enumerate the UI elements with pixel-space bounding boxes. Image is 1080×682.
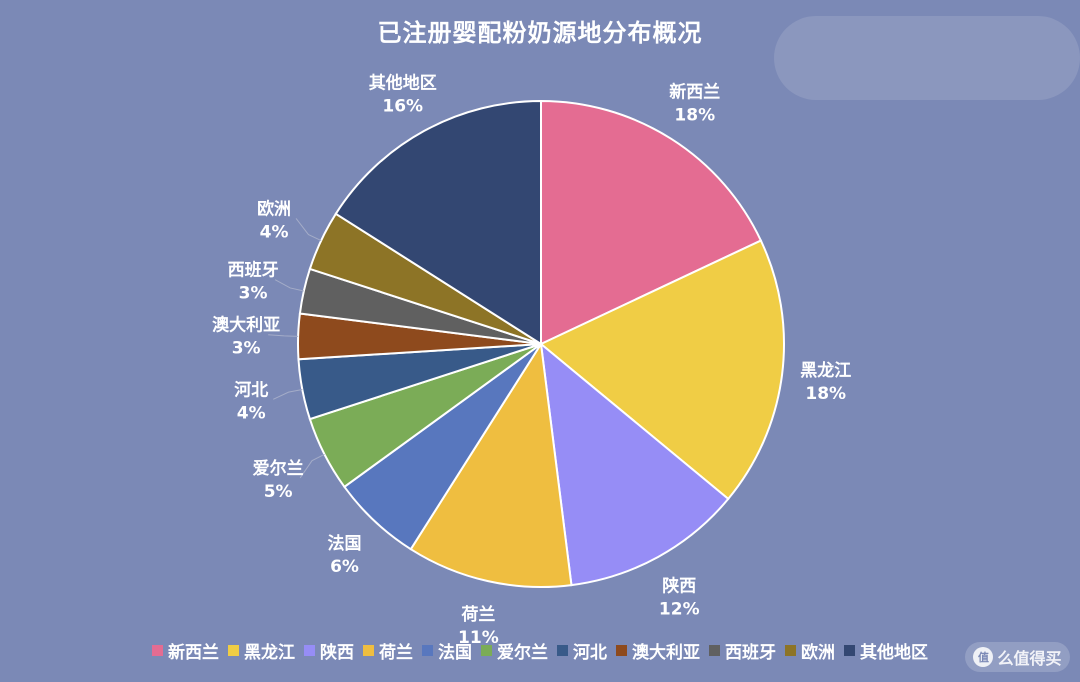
legend-swatch (616, 645, 627, 656)
legend-label: 河北 (573, 643, 607, 663)
slice-percent-label: 3% (232, 339, 261, 359)
slice-percent-label: 16% (382, 96, 423, 116)
slice-category-label: 法国 (328, 533, 362, 554)
legend-item: 法国 (422, 638, 472, 663)
leader-line-6 (299, 453, 325, 479)
legend-item: 荷兰 (363, 638, 413, 663)
slice-category-label: 新西兰 (669, 82, 720, 103)
slice-category-label: 陕西 (662, 576, 696, 597)
legend-label: 新西兰 (168, 643, 219, 663)
legend-item: 澳大利亚 (616, 638, 700, 663)
slice-percent-label: 12% (659, 600, 700, 620)
blurred-overlay (774, 16, 1080, 100)
legend-item: 新西兰 (152, 638, 219, 663)
legend-item: 其他地区 (844, 638, 928, 663)
leader-line-8 (268, 334, 299, 337)
slice-category-label: 荷兰 (461, 604, 495, 625)
legend-item: 黑龙江 (228, 638, 295, 663)
legend-swatch (152, 645, 163, 656)
legend-label: 爱尔兰 (497, 643, 548, 663)
slice-category-label: 爱尔兰 (253, 458, 304, 479)
pie-slice-11 (334, 99, 542, 346)
pie-slice-2 (539, 239, 785, 501)
slice-category-label: 河北 (234, 380, 268, 400)
legend-label: 陕西 (320, 643, 354, 663)
legend-swatch (557, 645, 568, 656)
legend-label: 西班牙 (725, 643, 776, 663)
legend-swatch (844, 645, 855, 656)
pie-slice-3 (539, 341, 730, 587)
legend-label: 澳大利亚 (632, 643, 700, 663)
legend-label: 其他地区 (860, 643, 928, 663)
watermark-text: 么值得买 (997, 649, 1062, 668)
legend-item: 陕西 (304, 638, 354, 663)
slice-category-label: 西班牙 (228, 261, 279, 281)
slice-percent-label: 3% (239, 284, 268, 304)
slice-category-label: 黑龙江 (800, 360, 851, 381)
chart-title: 已注册婴配粉奶源地分布概况 (377, 19, 703, 47)
legend-swatch (422, 645, 433, 656)
legend-swatch (304, 645, 315, 656)
legend-item: 河北 (557, 638, 607, 663)
chart-legend: 新西兰 黑龙江 陕西 荷兰 法国 爱尔兰 河北 澳大利亚 西班牙 欧洲 其他地区 (0, 638, 1080, 663)
legend-item: 爱尔兰 (481, 638, 548, 663)
legend-label: 欧洲 (801, 643, 835, 663)
legend-label: 荷兰 (379, 643, 413, 663)
legend-swatch (363, 645, 374, 656)
slice-category-label: 其他地区 (369, 72, 437, 93)
legend-swatch (709, 645, 720, 656)
slice-percent-label: 5% (264, 482, 293, 502)
slice-percent-label: 6% (330, 557, 359, 577)
slice-category-label: 澳大利亚 (212, 315, 280, 336)
legend-swatch (228, 645, 239, 656)
leader-line-9 (274, 279, 304, 292)
pie-slice-4 (409, 341, 573, 588)
legend-label: 法国 (438, 643, 472, 663)
slice-percent-label: 4% (260, 222, 289, 242)
pie-slice-1 (540, 99, 763, 346)
slice-percent-label: 18% (674, 106, 715, 126)
legend-label: 黑龙江 (244, 643, 295, 663)
slice-percent-label: 11% (458, 628, 499, 648)
legend-swatch (481, 645, 492, 656)
legend-item: 西班牙 (709, 638, 776, 663)
legend-item: 欧洲 (785, 638, 835, 663)
watermark: 值 么值得买 (965, 642, 1070, 672)
leader-line-10 (295, 218, 322, 241)
slice-percent-label: 4% (237, 403, 266, 423)
leader-line-7 (273, 389, 303, 400)
slice-percent-label: 18% (805, 384, 846, 404)
slice-category-label: 欧洲 (257, 198, 291, 219)
legend-swatch (785, 645, 796, 656)
smzdm-logo-icon: 值 (973, 647, 994, 667)
